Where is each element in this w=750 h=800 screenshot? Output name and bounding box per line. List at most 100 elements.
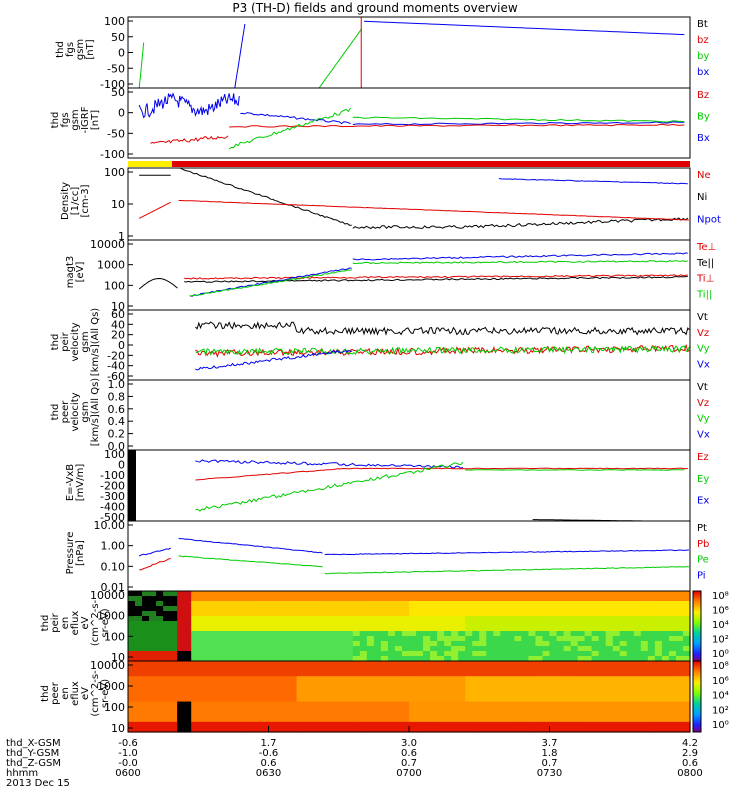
ele-spectrogram-cell — [366, 666, 375, 672]
ion-spectrogram-cell — [387, 641, 396, 647]
ion-spectrogram-cell — [633, 606, 642, 612]
ion-spectrogram-cell — [366, 606, 375, 612]
ele-spectrogram-cell — [647, 726, 656, 733]
fgs-bx-trace-b — [363, 20, 685, 36]
ele-spectrogram-cell — [556, 706, 565, 713]
ele-spectrogram-cell — [409, 691, 417, 698]
ele-spectrogram-cell — [472, 726, 480, 733]
ele-spectrogram-cell — [668, 691, 677, 698]
ion-spectrogram-cell — [514, 626, 523, 632]
ion-spectrogram-cell — [268, 616, 277, 622]
ele-spectrogram-cell — [128, 681, 136, 687]
ele-spectrogram-cell — [394, 671, 403, 677]
ele-spectrogram-cell — [394, 711, 403, 718]
y-tick-label-efield: -200 — [100, 480, 125, 493]
ion-spectrogram-cell — [380, 631, 389, 637]
ion-spectrogram-cell — [549, 601, 558, 607]
ion-spectrogram-cell — [282, 621, 291, 627]
ele-spectrogram-cell — [416, 711, 424, 718]
ion-spectrogram-cell — [184, 616, 192, 622]
ele-spectrogram-cell — [373, 671, 382, 677]
ele-spectrogram-cell — [577, 686, 586, 693]
ion-spectrogram-cell — [226, 641, 234, 647]
ion-spectrogram-cell — [661, 641, 670, 647]
ele-spectrogram-cell — [416, 686, 424, 693]
ele-spectrogram-cell — [619, 661, 628, 667]
ele-spectrogram-cell — [275, 706, 284, 713]
ion-spectrogram-cell — [542, 601, 551, 607]
fgsdc-by-trace-b — [352, 116, 685, 123]
ele-spectrogram-cell — [324, 686, 333, 693]
ion-spectrogram-cell — [268, 641, 277, 647]
ion-spectrogram-cell — [626, 591, 635, 597]
ele-spectrogram-cell — [226, 716, 234, 723]
ele-spectrogram-cell — [493, 711, 501, 718]
y-tick-label-fgs: 50 — [111, 31, 125, 44]
ele-spectrogram-cell — [479, 691, 487, 698]
ion-spectrogram-cell — [633, 636, 642, 642]
ion-spectrogram-cell — [233, 621, 242, 627]
ele-spectrogram-cell — [205, 696, 213, 703]
ele-spectrogram-cell — [444, 671, 452, 677]
y-axis-label-fgs_dc: thd — [50, 112, 61, 129]
ele-spectrogram-cell — [563, 681, 572, 687]
y-axis-label-ve: peer — [60, 400, 71, 424]
ele-spectrogram-cell — [668, 726, 677, 733]
ion-spectrogram-cell — [289, 591, 298, 597]
ele-spectrogram-cell — [177, 681, 185, 687]
ele-spectrogram-cell — [430, 691, 438, 698]
ion-spectrogram-cell — [472, 631, 480, 637]
ele-spectrogram-cell — [514, 671, 523, 677]
ele-spectrogram-cell — [633, 711, 642, 718]
ele-spectrogram-cell — [149, 701, 157, 708]
ele-spectrogram-cell — [394, 726, 403, 733]
ele-spectrogram-cell — [366, 696, 375, 703]
ion-spectrogram-cell — [170, 601, 178, 607]
ele-spectrogram-cell — [205, 666, 213, 672]
ele-spectrogram-cell — [366, 706, 375, 713]
ele-spectrogram-cell — [626, 706, 635, 713]
ion-spectrogram-cell — [359, 626, 368, 632]
ion-spectrogram-cell — [394, 626, 403, 632]
ele-spectrogram-cell — [338, 681, 347, 687]
ion-spectrogram-cell — [535, 641, 544, 647]
ion-spectrogram-cell — [296, 656, 305, 662]
ion-spectrogram-cell — [254, 621, 263, 627]
ion-spectrogram-cell — [219, 616, 227, 622]
ele-spectrogram-cell — [163, 681, 171, 687]
ele-spectrogram-cell — [486, 661, 494, 667]
ele-spectrogram-cell — [247, 726, 256, 733]
ele-spectrogram-cell — [577, 696, 586, 703]
ele-spectrogram-cell — [373, 691, 382, 698]
ion-spectrogram-cell — [598, 606, 607, 612]
ele-spectrogram-cell — [219, 671, 227, 677]
ion-spectrogram-cell — [352, 596, 361, 602]
ele-spectrogram-cell — [584, 726, 593, 733]
ele-spectrogram-cell — [233, 696, 242, 703]
ion-spectrogram-cell — [191, 626, 199, 632]
ele-spectrogram-cell — [605, 671, 614, 677]
ele-spectrogram-cell — [149, 686, 157, 693]
ele-spectrogram-cell — [184, 686, 192, 693]
fgsdc-bz-trace-a — [150, 135, 229, 144]
ion-spectrogram-cell — [128, 601, 136, 607]
ion-spectrogram-cell — [675, 621, 684, 627]
y-axis-label-fgs_dc: [nT] — [90, 110, 101, 130]
ele-spectrogram-cell — [261, 691, 270, 698]
ele-spectrogram-cell — [282, 666, 291, 672]
ion-spectrogram-cell — [542, 606, 551, 612]
ion-spectrogram-cell — [128, 646, 136, 652]
ele-spectrogram-cell — [640, 666, 649, 672]
ele-spectrogram-cell — [226, 686, 234, 693]
ion-spectrogram-cell — [289, 616, 298, 622]
ion-spectrogram-cell — [149, 641, 157, 647]
ele-spectrogram-cell — [479, 716, 487, 723]
ion-spectrogram-cell — [591, 591, 600, 597]
ion-spectrogram-cell — [359, 606, 368, 612]
ion-spectrogram-cell — [479, 591, 487, 597]
ele-spectrogram-cell — [366, 686, 375, 693]
ion-spectrogram-cell — [647, 636, 656, 642]
ion-spectrogram-cell — [591, 611, 600, 617]
ele-spectrogram-cell — [149, 676, 157, 682]
ion-spectrogram-cell — [310, 621, 319, 627]
